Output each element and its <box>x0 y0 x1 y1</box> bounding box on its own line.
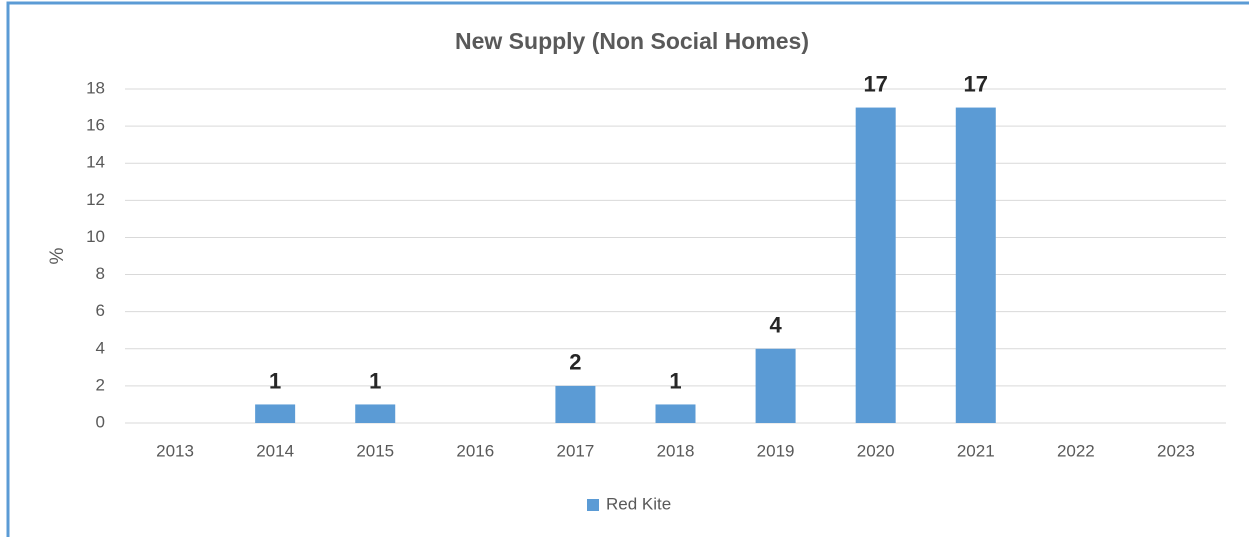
data-label: 1 <box>669 368 681 393</box>
y-tick-label: 6 <box>96 301 105 320</box>
y-tick-label: 8 <box>96 264 105 283</box>
x-tick-label: 2019 <box>757 441 795 460</box>
data-label: 2 <box>569 350 581 375</box>
x-tick-label: 2014 <box>256 441 294 460</box>
data-label: 17 <box>964 71 988 96</box>
legend-label: Red Kite <box>606 494 671 513</box>
y-axis-label: % <box>47 247 68 264</box>
x-tick-label: 2022 <box>1057 441 1095 460</box>
data-label: 1 <box>269 368 281 393</box>
y-tick-label: 18 <box>86 78 105 97</box>
x-tick-label: 2021 <box>957 441 995 460</box>
bar <box>855 107 896 424</box>
x-tick-label: 2023 <box>1157 441 1195 460</box>
y-tick-label: 0 <box>96 412 105 431</box>
bar <box>755 348 796 423</box>
y-tick-label: 10 <box>86 227 105 246</box>
data-label: 4 <box>769 313 782 338</box>
y-tick-label: 2 <box>96 375 105 394</box>
bar <box>255 404 296 423</box>
chart-title: New Supply (Non Social Homes) <box>455 28 809 54</box>
y-tick-label: 16 <box>86 116 105 135</box>
frame <box>6 1 1249 537</box>
bar <box>955 107 996 424</box>
bar <box>355 404 396 423</box>
y-tick-label: 12 <box>86 190 105 209</box>
data-label: 1 <box>369 368 381 393</box>
y-tick-label: 14 <box>86 153 105 172</box>
data-label: 17 <box>863 71 887 96</box>
bar <box>555 385 596 423</box>
legend-swatch <box>587 499 599 511</box>
x-tick-label: 2018 <box>657 441 695 460</box>
x-tick-label: 2013 <box>156 441 194 460</box>
y-tick-label: 4 <box>96 338 105 357</box>
bar <box>655 404 696 423</box>
x-tick-label: 2015 <box>356 441 394 460</box>
x-tick-label: 2016 <box>456 441 494 460</box>
x-tick-label: 2020 <box>857 441 895 460</box>
x-tick-label: 2017 <box>556 441 594 460</box>
